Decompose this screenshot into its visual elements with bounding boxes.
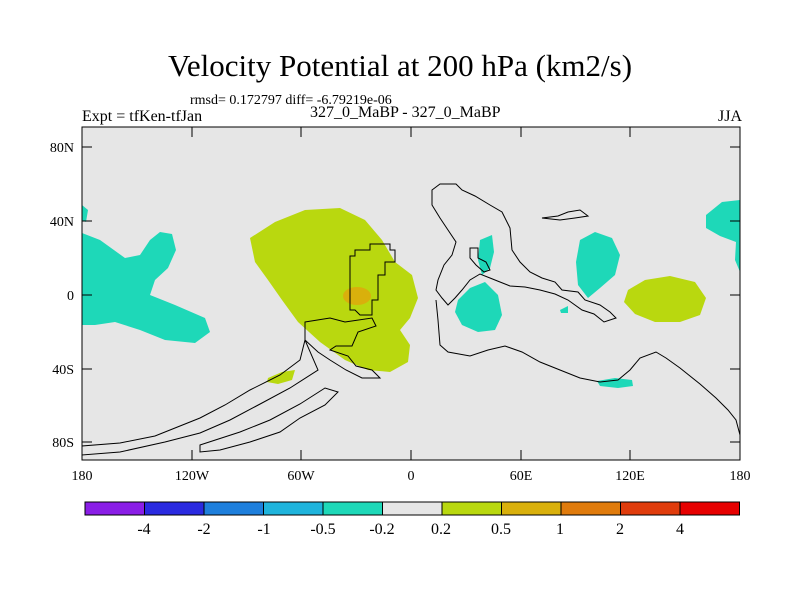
lat-tick-label: 40N	[50, 215, 74, 230]
colorbar-label: -2	[197, 521, 210, 538]
coastline-africa-europe	[431, 183, 617, 323]
positive-core-atlantic	[343, 287, 371, 305]
colorbar-swatch	[560, 501, 621, 516]
colorbar-swatch	[263, 501, 324, 516]
lon-tick-label: 120W	[175, 469, 210, 484]
coastline-americas	[349, 243, 396, 316]
colorbar-label: 2	[616, 521, 624, 538]
negative-region-south-indian	[597, 378, 633, 388]
positive-region-west-pacific	[624, 276, 706, 322]
colorbar-label: -0.5	[310, 521, 335, 538]
colorbar-swatch	[679, 501, 740, 516]
comparison-label: 327_0_MaBP - 327_0_MaBP	[310, 104, 501, 121]
colorbar-labels: -4 -2 -1 -0.5 -0.2 0.2 0.5 1 2 4	[137, 521, 684, 538]
positive-region-south-atlantic	[267, 370, 295, 384]
anomaly-shading	[82, 200, 740, 388]
lat-tick-label: 40S	[52, 363, 74, 378]
lon-tick-label: 180	[730, 469, 751, 484]
positive-region-atlantic	[250, 208, 418, 372]
negative-region-small	[560, 306, 568, 313]
negative-region-east-edge	[706, 200, 740, 272]
negative-region-east-pacific	[82, 232, 210, 343]
experiment-label: Expt = tfKen-tfJan	[82, 108, 203, 125]
colorbar-label: 4	[676, 521, 684, 538]
lon-tick-label: 120E	[615, 469, 645, 484]
coastline-antarctic-inner	[199, 387, 339, 453]
lon-tick-label: 60E	[510, 469, 533, 484]
colorbar-label: -1	[257, 521, 270, 538]
stats-line: rmsd= 0.172797 diff= -6.79219e-06	[190, 93, 392, 108]
colorbar-swatch	[322, 501, 383, 516]
colorbar-label: 1	[556, 521, 564, 538]
season-label: JJA	[717, 108, 742, 125]
coastline-africa-south	[435, 299, 741, 436]
page-title: Velocity Potential at 200 hPa (km2/s)	[167, 48, 633, 83]
colorbar-swatch	[501, 501, 562, 516]
colorbar-swatch	[84, 501, 145, 516]
colorbar-label: 0.2	[431, 521, 451, 538]
negative-region-indian	[455, 282, 502, 332]
colorbar-swatch	[441, 501, 502, 516]
coastline-asia-north	[541, 209, 590, 221]
colorbar-swatch	[382, 501, 443, 516]
lon-tick-label: 180	[72, 469, 93, 484]
colorbar-label: -4	[137, 521, 150, 538]
coastline-south-america	[304, 317, 382, 379]
lat-axis-right	[730, 146, 740, 443]
coastline-inner-lakes	[469, 247, 491, 273]
lon-tick-label: 0	[408, 469, 415, 484]
colorbar-swatch	[620, 501, 681, 516]
colorbar-label: 0.5	[491, 521, 511, 538]
colorbar	[84, 501, 740, 516]
colorbar-swatch	[203, 501, 264, 516]
lat-axis-left	[82, 146, 92, 443]
negative-region-maritime	[576, 232, 620, 298]
negative-region-west-edge	[82, 205, 88, 222]
colorbar-label: -0.2	[369, 521, 394, 538]
lat-tick-label: 80S	[52, 436, 74, 451]
lon-axis-top	[191, 127, 631, 137]
lat-tick-label: 0	[67, 289, 74, 304]
lon-axis-bottom	[81, 450, 741, 460]
lon-tick-label: 60W	[287, 469, 315, 484]
lat-tick-label: 80N	[50, 141, 74, 156]
colorbar-swatch	[144, 501, 205, 516]
negative-region-africa-north	[478, 235, 494, 275]
